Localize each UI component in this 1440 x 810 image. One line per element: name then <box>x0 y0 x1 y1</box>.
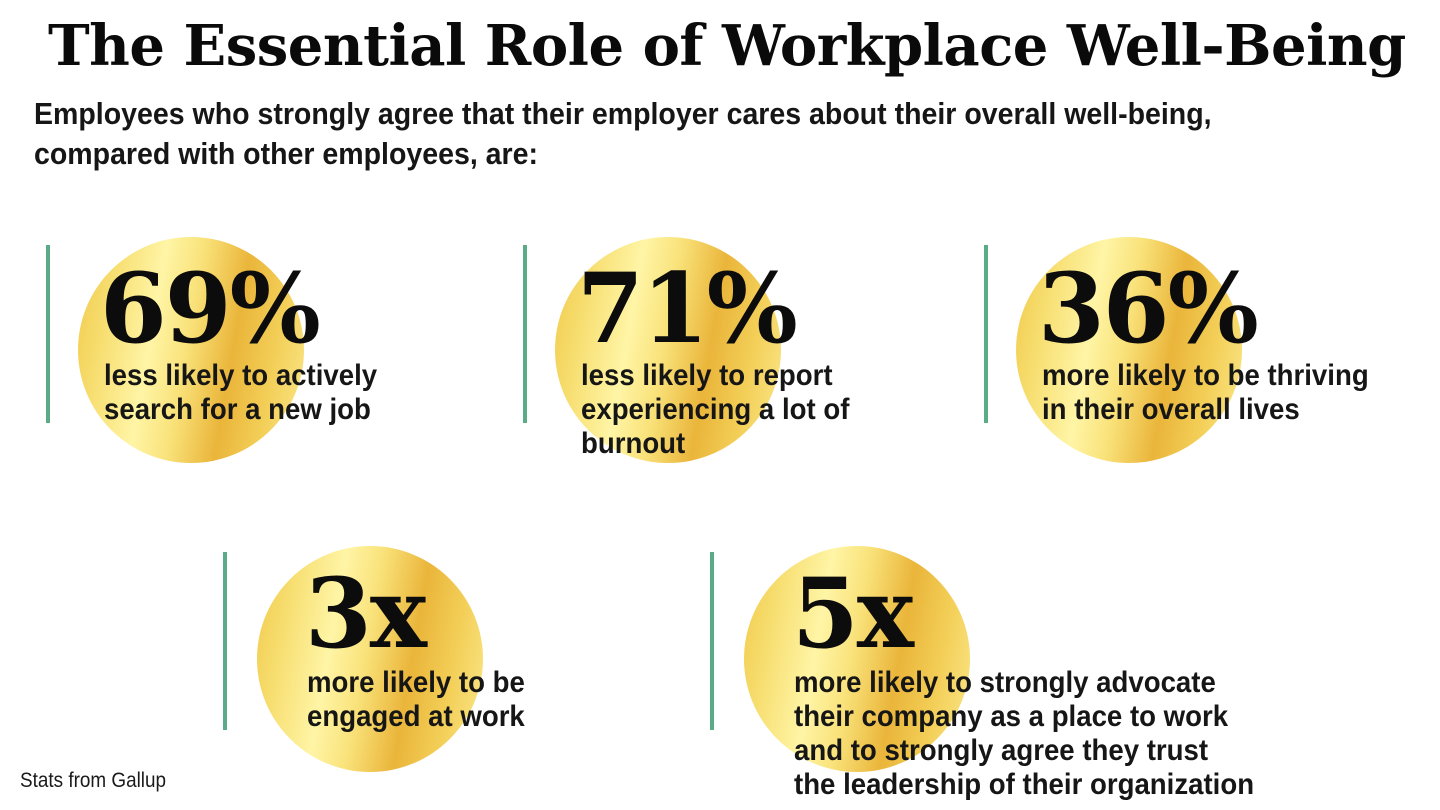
stat-description: less likely to report experiencing a lot… <box>581 359 1023 461</box>
accent-bar <box>523 245 527 423</box>
stat-description-line: less likely to report <box>581 359 833 392</box>
subtitle-line: compared with other employees, are: <box>34 136 539 171</box>
stat-description: less likely to actively search for a new… <box>104 359 546 427</box>
stat-description-line: and to strongly agree they trust <box>794 734 1209 767</box>
gold-circle <box>555 237 781 463</box>
gold-circle <box>744 546 970 772</box>
stat-description-line: more likely to be thriving <box>1042 359 1369 392</box>
page-title: The Essential Role of Workplace Well-Bei… <box>48 13 1406 79</box>
page-subtitle: Employees who strongly agree that their … <box>34 94 1304 174</box>
stat-description-line: search for a new job <box>104 393 371 426</box>
gold-circle <box>78 237 304 463</box>
accent-bar <box>46 245 50 423</box>
stat-description-line: in their overall lives <box>1042 393 1300 426</box>
stat-description-line: burnout <box>581 427 686 460</box>
gold-circle <box>1016 237 1242 463</box>
stat-description-line: more likely to strongly advocate <box>794 666 1216 699</box>
stat-value: 36% <box>1038 252 1259 365</box>
stat-description: more likely to strongly advocate their c… <box>794 666 1309 802</box>
stat-description-line: more likely to be <box>307 666 525 699</box>
stat-description-line: experiencing a lot of <box>581 393 850 426</box>
stat-description-line: engaged at work <box>307 700 525 733</box>
stat-value: 5x <box>792 557 914 670</box>
accent-bar <box>223 552 227 730</box>
stat-description: more likely to be thriving in their over… <box>1042 359 1440 427</box>
source-note: Stats from Gallup <box>20 769 167 792</box>
stat-value: 3x <box>305 557 427 670</box>
stat-description-line: less likely to actively <box>104 359 378 392</box>
stat-description-line: their company as a place to work <box>794 700 1229 733</box>
stat-description: more likely to be engaged at work <box>307 666 749 734</box>
stat-value: 69% <box>100 252 321 365</box>
gold-circle <box>257 546 483 772</box>
accent-bar <box>710 552 714 730</box>
stat-description-line: the leadership of their organization <box>794 768 1255 801</box>
stat-value: 71% <box>577 252 798 365</box>
accent-bar <box>984 245 988 423</box>
subtitle-line: Employees who strongly agree that their … <box>34 96 1212 131</box>
